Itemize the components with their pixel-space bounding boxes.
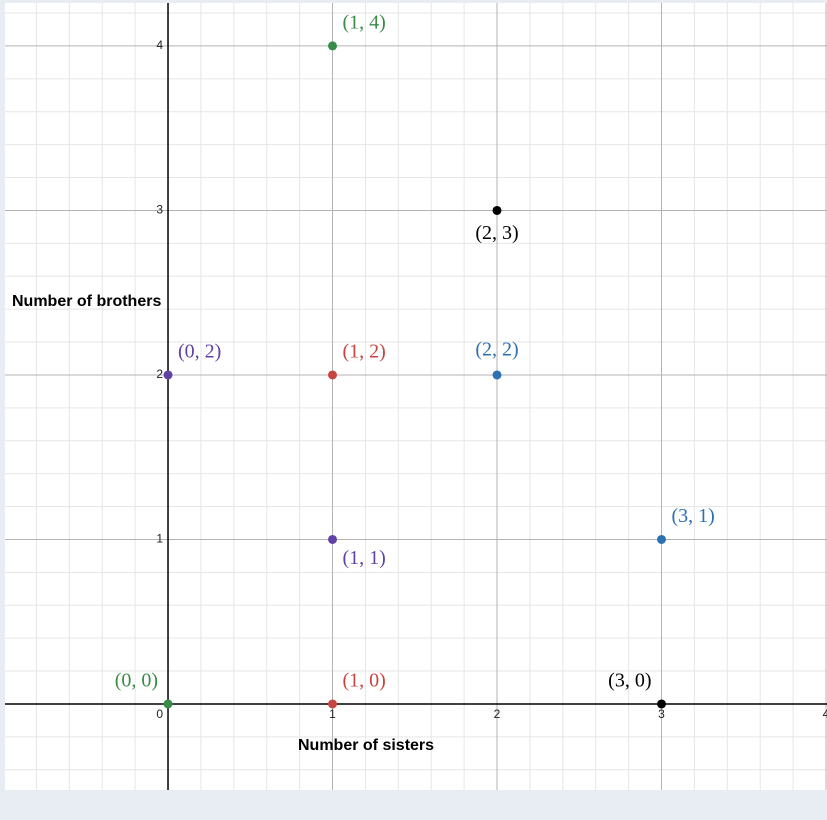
plot-background (5, 3, 827, 790)
point-label: (1, 4) (343, 12, 386, 34)
x-tick-label: 0 (156, 707, 163, 721)
point (328, 370, 338, 380)
point (328, 41, 338, 51)
x-axis-title: Number of sisters (298, 737, 434, 754)
point-label: (2, 3) (475, 222, 518, 244)
x-tick-label: 3 (658, 707, 665, 721)
point-label: (2, 2) (475, 339, 518, 361)
y-tick-label: 4 (156, 38, 163, 52)
point (657, 534, 667, 544)
x-tick-label: 2 (494, 707, 501, 721)
point (328, 534, 338, 544)
y-tick-label: 3 (156, 203, 163, 217)
point (492, 205, 502, 215)
point (657, 699, 667, 709)
point-label: (3, 1) (672, 505, 715, 527)
y-tick-label: 1 (156, 532, 163, 546)
point-label: (1, 2) (343, 341, 386, 363)
y-axis-title: Number of brothers (12, 293, 161, 310)
point (163, 370, 173, 380)
x-tick-label: 1 (329, 707, 336, 721)
point (492, 370, 502, 380)
x-tick-label: 4 (823, 707, 827, 721)
grid: 0 1 2 3 4 1 2 3 4 (5, 3, 827, 790)
point-label: (3, 0) (608, 670, 651, 692)
point (328, 699, 338, 709)
marks: (1, 4) (2, 3) (0, 2) (1, 2) (2, 2) (1, 1) (3, … (115, 12, 715, 709)
point-label: (1, 0) (343, 670, 386, 692)
point-label: (0, 2) (178, 341, 221, 363)
point-label: (1, 1) (343, 547, 386, 569)
point-label: (0, 0) (115, 670, 158, 692)
y-tick-label: 2 (156, 367, 163, 381)
point (163, 699, 173, 709)
